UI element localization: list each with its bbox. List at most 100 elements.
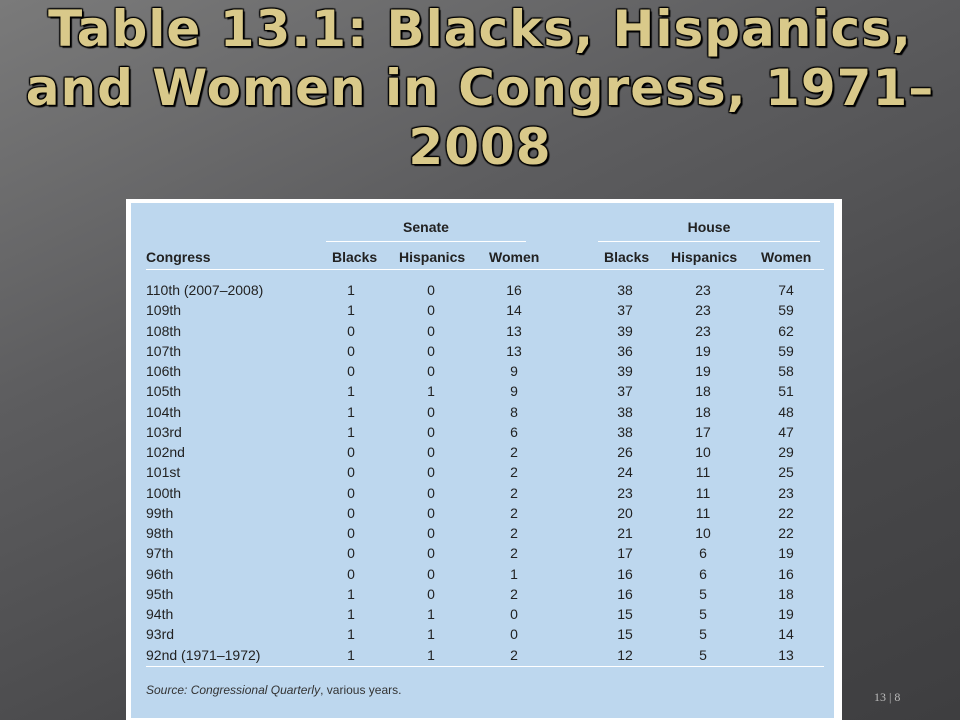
cell-congress: 93rd	[146, 626, 175, 643]
cell-house-women: 59	[778, 342, 794, 359]
cell-house-hispanics: 18	[695, 383, 711, 400]
cell-congress: 105th	[146, 383, 182, 400]
cell-senate-hispanics: 0	[427, 484, 435, 501]
cell-senate-blacks: 0	[347, 484, 355, 501]
cell-house-women: 48	[778, 403, 794, 420]
cell-house-blacks: 36	[617, 342, 633, 359]
cell-senate-hispanics: 0	[427, 444, 435, 460]
column-header-house-hispanics: Hispanics	[671, 249, 738, 265]
table-row: 98th 0 0 2 21 10 22	[131, 523, 834, 543]
cell-house-blacks: 15	[617, 606, 633, 622]
cell-senate-women: 13	[506, 322, 522, 339]
slide-title: Table 13.1: Blacks, Hispanics, and Women…	[25, 0, 935, 176]
cell-house-hispanics: 5	[699, 646, 707, 663]
cell-senate-blacks: 0	[347, 545, 355, 562]
cell-senate-blacks: 1	[347, 383, 355, 400]
column-header-house-women: Women	[761, 249, 812, 265]
cell-congress: 108th	[146, 322, 182, 339]
table-row: 96th 0 0 1 16 6 16	[131, 564, 834, 584]
cell-house-blacks: 21	[617, 525, 633, 541]
cell-senate-hispanics: 0	[427, 302, 435, 319]
cell-house-women: 51	[778, 383, 794, 400]
cell-senate-blacks: 0	[347, 464, 355, 481]
cell-congress: 106th	[146, 363, 182, 379]
cell-congress: 98th	[146, 525, 174, 541]
table-row: 101st 0 0 2 24 11 25	[131, 462, 834, 482]
cell-senate-women: 2	[510, 444, 518, 460]
table-row: 107th 0 0 13 36 19 59	[131, 341, 834, 361]
cell-senate-women: 2	[510, 484, 518, 501]
cell-senate-hispanics: 1	[427, 383, 435, 400]
column-header-senate-blacks: Blacks	[332, 249, 378, 265]
cell-house-blacks: 12	[617, 646, 633, 663]
cell-senate-hispanics: 0	[427, 565, 435, 582]
cell-senate-hispanics: 1	[427, 606, 435, 622]
table-row: 110th (2007–2008) 1 0 16 38 23 74	[131, 280, 834, 300]
cell-house-hispanics: 5	[699, 626, 707, 643]
cell-senate-blacks: 0	[347, 565, 355, 582]
cell-senate-women: 6	[510, 423, 518, 440]
cell-house-women: 22	[778, 525, 794, 541]
cell-senate-women: 9	[510, 363, 518, 379]
cell-congress: 99th	[146, 504, 174, 521]
cell-senate-women: 2	[510, 585, 518, 602]
cell-house-women: 14	[778, 626, 794, 643]
cell-congress: 95th	[146, 585, 174, 602]
cell-house-blacks: 38	[617, 423, 633, 440]
cell-house-blacks: 39	[617, 322, 633, 339]
cell-congress: 100th	[146, 484, 182, 501]
cell-house-blacks: 17	[617, 545, 633, 562]
house-group-header: House	[687, 219, 731, 235]
cell-house-hispanics: 23	[695, 282, 711, 298]
cell-senate-blacks: 0	[347, 342, 355, 359]
cell-senate-women: 14	[506, 302, 522, 319]
table-row: 105th 1 1 9 37 18 51	[131, 381, 834, 401]
senate-group-rule	[326, 241, 526, 242]
cell-house-women: 25	[778, 464, 794, 481]
cell-senate-women: 0	[510, 606, 518, 622]
cell-house-hispanics: 10	[695, 444, 711, 460]
table-row: 108th 0 0 13 39 23 62	[131, 321, 834, 341]
cell-house-hispanics: 11	[695, 484, 711, 501]
cell-senate-women: 2	[510, 464, 518, 481]
source-label: Source:	[146, 683, 188, 697]
cell-house-blacks: 38	[617, 282, 633, 298]
cell-house-hispanics: 6	[699, 545, 707, 562]
cell-senate-hispanics: 0	[427, 464, 435, 481]
cell-senate-hispanics: 0	[427, 504, 435, 521]
cell-house-hispanics: 23	[695, 322, 711, 339]
cell-senate-blacks: 0	[347, 504, 355, 521]
cell-senate-blacks: 1	[347, 282, 355, 298]
cell-house-women: 58	[778, 363, 794, 379]
table-row: 102nd 0 0 2 26 10 29	[131, 442, 834, 462]
cell-senate-hispanics: 1	[427, 626, 435, 643]
cell-house-women: 59	[778, 302, 794, 319]
slide-number: 13 | 8	[874, 690, 901, 704]
cell-house-women: 47	[778, 423, 794, 440]
column-header-senate-women: Women	[489, 249, 540, 265]
cell-senate-blacks: 1	[347, 423, 355, 440]
cell-senate-hispanics: 0	[427, 585, 435, 602]
cell-congress: 104th	[146, 403, 182, 420]
header-rule	[146, 269, 824, 270]
cell-senate-hispanics: 0	[427, 403, 435, 420]
cell-house-blacks: 39	[617, 363, 633, 379]
table-row: 92nd (1971–1972) 1 1 2 12 5 13	[131, 645, 834, 665]
cell-congress: 110th (2007–2008)	[146, 282, 264, 298]
footer-rule	[146, 666, 824, 667]
table-row: 93rd 1 1 0 15 5 14	[131, 624, 834, 644]
cell-house-hispanics: 19	[695, 342, 711, 359]
cell-house-women: 16	[778, 565, 794, 582]
table-source-note: Source: Congressional Quarterly, various…	[146, 683, 401, 697]
cell-senate-women: 9	[510, 383, 518, 400]
cell-senate-hispanics: 0	[427, 525, 435, 541]
cell-house-women: 18	[778, 585, 794, 602]
column-header-senate-hispanics: Hispanics	[399, 249, 466, 265]
column-header-house-blacks: Blacks	[604, 249, 650, 265]
cell-house-blacks: 37	[617, 383, 633, 400]
cell-house-hispanics: 10	[695, 525, 711, 541]
cell-senate-women: 8	[510, 403, 518, 420]
cell-congress: 96th	[146, 565, 174, 582]
cell-house-blacks: 23	[617, 484, 633, 501]
cell-senate-blacks: 0	[347, 525, 355, 541]
